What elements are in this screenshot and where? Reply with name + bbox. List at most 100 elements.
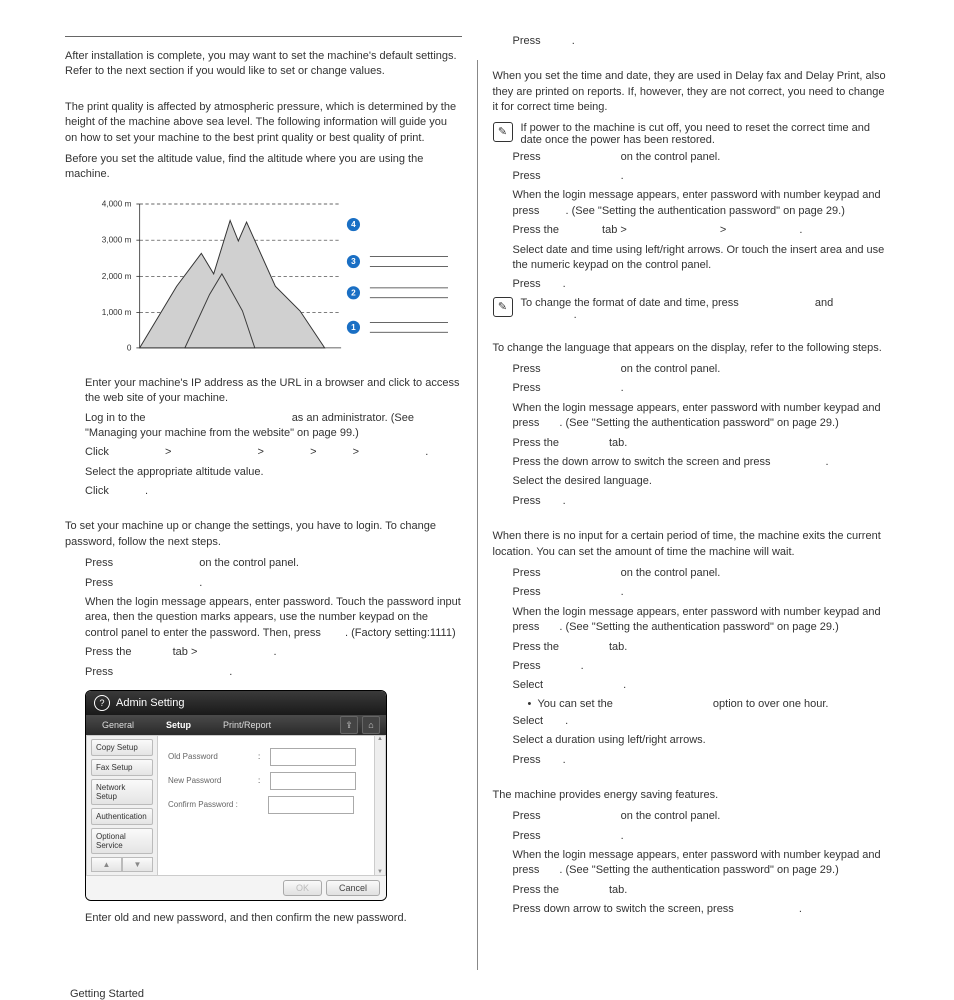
ss-titlebar: ? Admin Setting	[86, 691, 386, 715]
altitude-chart: 4,000 m 3,000 m 2,000 m 1,000 m 0 4 3 2 1	[78, 193, 448, 366]
tab-setup[interactable]: Setup	[150, 715, 207, 735]
svg-text:2: 2	[351, 288, 356, 297]
note-icon: ✎	[493, 122, 513, 142]
note-date-format: ✎ To change the format of date and time,…	[493, 297, 890, 321]
timeout-step-8: Select a duration using left/right arrow…	[513, 733, 890, 748]
input-old-password[interactable]	[270, 748, 356, 766]
timeout-step-7: Select.	[513, 714, 890, 729]
pw-step-5: Press .	[85, 665, 462, 680]
timeout-step-9: Press.	[513, 753, 890, 768]
svg-text:1: 1	[351, 323, 356, 332]
lang-intro: To change the language that appears on t…	[493, 341, 890, 356]
svg-text:4: 4	[351, 220, 356, 229]
left-column: After installation is complete, you may …	[50, 30, 477, 970]
svg-text:0: 0	[127, 343, 132, 352]
password-intro: To set your machine up or change the set…	[65, 519, 462, 550]
timeout-step-4: Press thetab.	[513, 640, 890, 655]
alt-step-1: Enter your machine's IP address as the U…	[85, 376, 462, 407]
alt-step-4: Select the appropriate altitude value.	[85, 465, 462, 480]
ok-button[interactable]: OK	[283, 880, 322, 896]
alt-step-2: Log in to the as an administrator. (See …	[85, 411, 462, 442]
intro-paragraph-2: The print quality is affected by atmosph…	[65, 100, 462, 146]
tab-print-report[interactable]: Print/Report	[207, 715, 287, 735]
alt-step-3: Click > > > > .	[85, 445, 462, 460]
note-power-cutoff: ✎ If power to the machine is cut off, yo…	[493, 122, 890, 146]
svg-text:3: 3	[351, 257, 356, 266]
field-confirm-password: Confirm Password :	[168, 796, 375, 814]
cancel-button[interactable]: Cancel	[326, 880, 380, 896]
pw-step-1: Press on the control panel.	[85, 556, 462, 571]
lang-step-1: Presson the control panel.	[513, 362, 890, 377]
ss-tabs: General Setup Print/Report ⇪ ⌂	[86, 715, 386, 735]
timeout-step-6: Select.	[513, 678, 890, 693]
side-fax-setup[interactable]: Fax Setup	[91, 759, 153, 776]
lang-step-4: Press thetab.	[513, 436, 890, 451]
label-confirm-password: Confirm Password :	[168, 800, 258, 809]
note-text-2: To change the format of date and time, p…	[521, 297, 834, 321]
ss-button-row: OK Cancel	[86, 876, 386, 900]
page-footer: Getting Started	[70, 988, 144, 1000]
label-old-password: Old Password	[168, 752, 258, 761]
date-step-6: Press.	[513, 277, 890, 292]
admin-setting-screenshot: ? Admin Setting General Setup Print/Repo…	[85, 690, 387, 901]
pw-step-4: Press the tab > .	[85, 645, 462, 660]
side-scroll-arrows[interactable]: ▲▼	[91, 857, 153, 872]
date-step-1: Presson the control panel.	[513, 150, 890, 165]
input-new-password[interactable]	[270, 772, 356, 790]
lang-step-6: Select the desired language.	[513, 474, 890, 489]
lang-step-7: Press.	[513, 494, 890, 509]
section-border	[65, 36, 462, 43]
note-text-1: If power to the machine is cut off, you …	[521, 122, 890, 146]
energy-intro: The machine provides energy saving featu…	[493, 788, 890, 803]
energy-step-1: Presson the control panel.	[513, 809, 890, 824]
scrollbar[interactable]	[374, 736, 385, 875]
timeout-step-5: Press.	[513, 659, 890, 674]
field-new-password: New Password:	[168, 772, 375, 790]
alt-step-5: Click .	[85, 484, 462, 499]
side-copy-setup[interactable]: Copy Setup	[91, 739, 153, 756]
side-optional-service[interactable]: Optional Service	[91, 828, 153, 854]
intro-paragraph-1: After installation is complete, you may …	[65, 49, 462, 80]
top-press-step: Press .	[513, 34, 890, 49]
ss-main-panel: Old Password: New Password: Confirm Pass…	[158, 736, 385, 875]
energy-step-3: When the login message appears, enter pa…	[513, 848, 890, 879]
energy-step-5: Press down arrow to switch the screen, p…	[513, 902, 890, 917]
timeout-step-1: Presson the control panel.	[513, 566, 890, 581]
svg-text:4,000 m: 4,000 m	[102, 199, 132, 208]
home-icon[interactable]: ⌂	[362, 716, 380, 734]
date-step-5: Select date and time using left/right ar…	[513, 243, 890, 274]
pw-step-3: When the login message appears, enter pa…	[85, 595, 462, 641]
lang-step-3: When the login message appears, enter pa…	[513, 401, 890, 432]
lang-step-2: Press.	[513, 381, 890, 396]
right-column: Press . When you set the time and date, …	[478, 30, 905, 970]
lang-step-5: Press the down arrow to switch the scree…	[513, 455, 890, 470]
ss-sidebar: Copy Setup Fax Setup Network Setup Authe…	[87, 736, 158, 875]
export-icon[interactable]: ⇪	[340, 716, 358, 734]
field-old-password: Old Password:	[168, 748, 375, 766]
ss-body: Copy Setup Fax Setup Network Setup Authe…	[86, 735, 386, 876]
date-step-2: Press.	[513, 169, 890, 184]
date-step-4: Press the tab > > .	[513, 223, 890, 238]
energy-step-2: Press.	[513, 829, 890, 844]
svg-text:3,000 m: 3,000 m	[102, 235, 132, 244]
intro-paragraph-3: Before you set the altitude value, find …	[65, 152, 462, 183]
side-network-setup[interactable]: Network Setup	[91, 779, 153, 805]
svg-text:1,000 m: 1,000 m	[102, 308, 132, 317]
pw-after-text: Enter old and new password, and then con…	[85, 911, 462, 926]
date-intro: When you set the time and date, they are…	[493, 69, 890, 115]
label-new-password: New Password	[168, 776, 258, 785]
tab-general[interactable]: General	[86, 715, 150, 735]
pw-step-2: Press .	[85, 576, 462, 591]
timeout-step-3: When the login message appears, enter pa…	[513, 605, 890, 636]
input-confirm-password[interactable]	[268, 796, 354, 814]
timeout-intro: When there is no input for a certain per…	[493, 529, 890, 560]
date-step-3: When the login message appears, enter pa…	[513, 188, 890, 219]
altitude-chart-svg: 4,000 m 3,000 m 2,000 m 1,000 m 0 4 3 2 1	[78, 193, 448, 363]
timeout-step-2: Press.	[513, 585, 890, 600]
help-icon: ?	[94, 695, 110, 711]
note-icon: ✎	[493, 297, 513, 317]
timeout-substep: • You can set theoption to over one hour…	[528, 698, 890, 710]
side-authentication[interactable]: Authentication	[91, 808, 153, 825]
ss-title: Admin Setting	[116, 697, 184, 709]
svg-text:2,000 m: 2,000 m	[102, 272, 132, 281]
